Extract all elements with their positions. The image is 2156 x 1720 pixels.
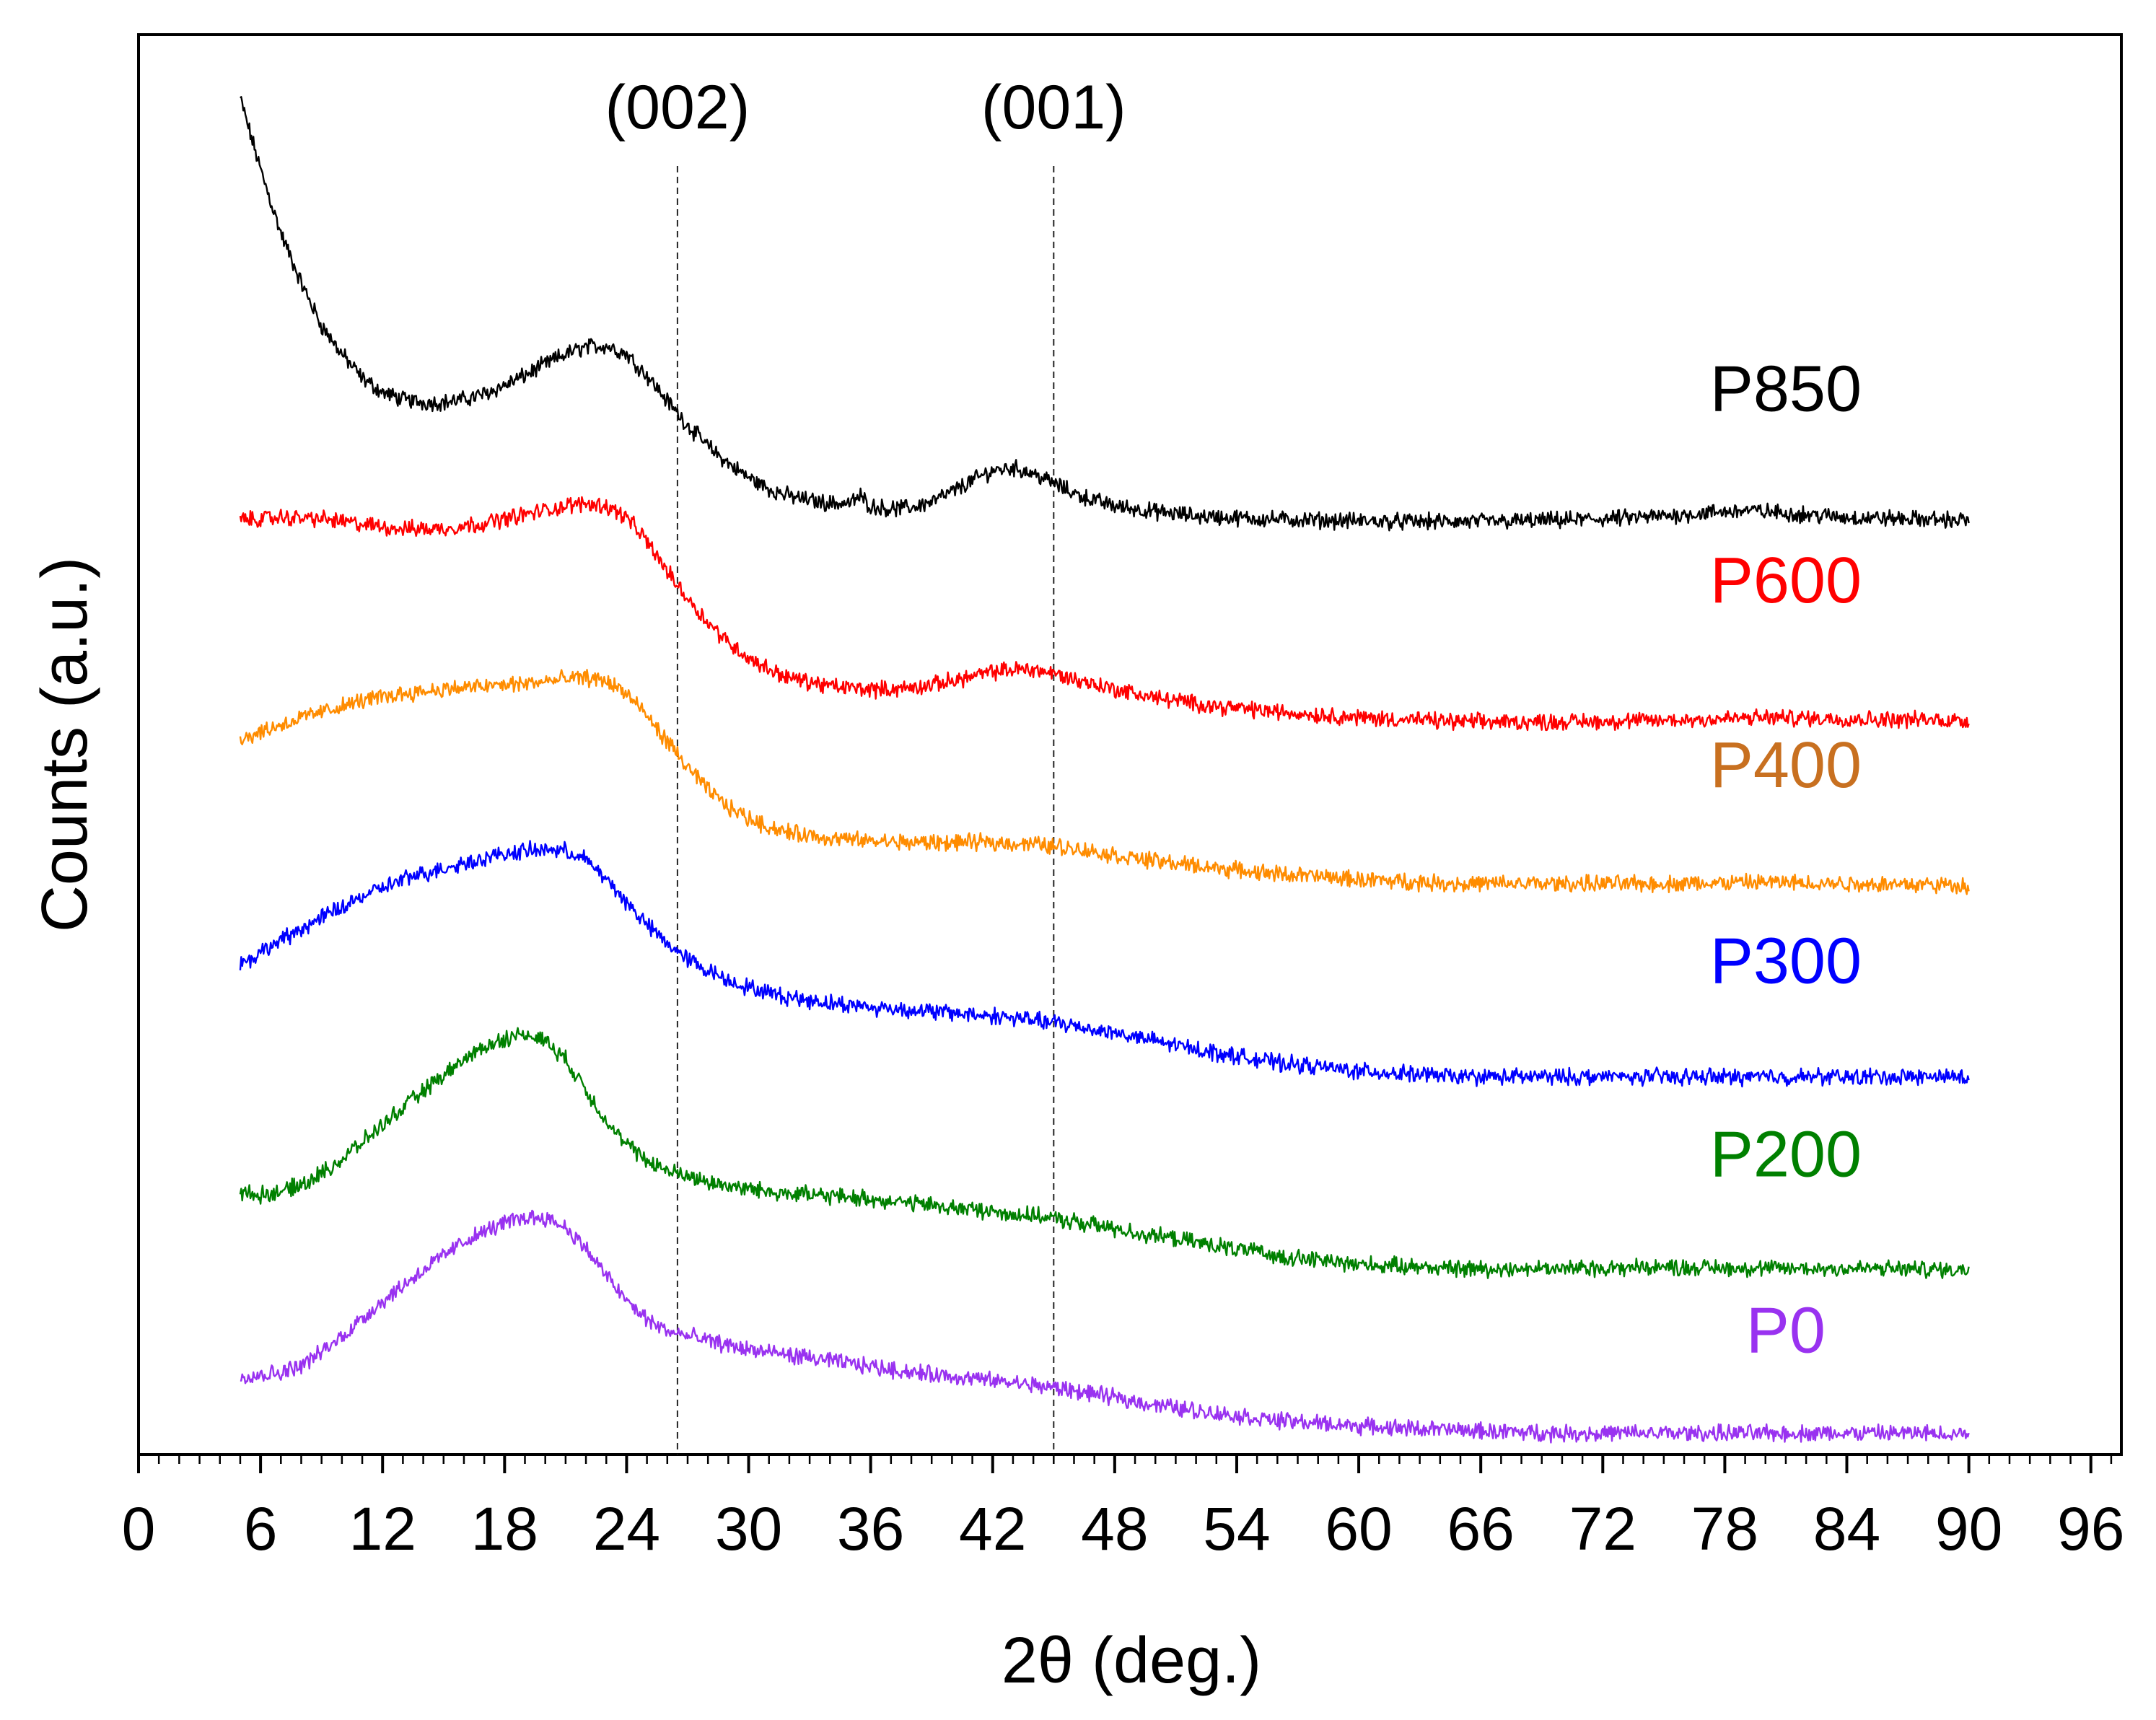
series-line-p200 <box>239 1027 1970 1279</box>
x-tick-label: 90 <box>1935 1495 2002 1563</box>
plot-frame <box>137 33 2123 1456</box>
x-tick-label: 60 <box>1325 1495 1392 1563</box>
y-axis-title: Counts (a.u.) <box>29 557 101 932</box>
x-tick-label: 42 <box>959 1495 1026 1563</box>
x-axis-title: 2θ (deg.) <box>1002 1625 1261 1697</box>
series-layer <box>239 96 1970 1444</box>
reference-lines: (002) (001) <box>605 73 1126 1454</box>
x-tick-label: 6 <box>244 1495 278 1563</box>
x-tick-label: 66 <box>1447 1495 1514 1563</box>
series-labels: P850 P600 P400 P300 P200 P0 <box>1710 354 1862 1367</box>
x-tick-label: 12 <box>349 1495 416 1563</box>
series-line-p400 <box>239 669 1970 895</box>
x-axis-ticks: 0 6 12 18 24 30 36 42 48 54 60 66 72 78 84 90 96 <box>122 1454 2124 1563</box>
x-tick-label: 96 <box>2057 1495 2124 1563</box>
x-tick-label: 24 <box>593 1495 660 1563</box>
series-label-p400: P400 <box>1710 729 1862 802</box>
x-tick-label: 78 <box>1691 1495 1758 1563</box>
series-line-p850 <box>240 96 1970 532</box>
series-line-p0 <box>240 1209 1970 1444</box>
x-tick-label: 36 <box>837 1495 904 1563</box>
series-label-p0: P0 <box>1746 1294 1826 1366</box>
series-label-p300: P300 <box>1710 926 1862 998</box>
x-tick-label: 18 <box>471 1495 538 1563</box>
x-tick-label: 30 <box>715 1495 782 1563</box>
x-tick-label: 0 <box>122 1495 156 1563</box>
series-label-p600: P600 <box>1710 545 1862 617</box>
peak-label-0: (002) <box>605 73 750 142</box>
x-tick-label: 84 <box>1813 1495 1880 1563</box>
x-tick-label: 48 <box>1081 1495 1148 1563</box>
series-label-p850: P850 <box>1710 354 1862 426</box>
series-line-p600 <box>239 496 1970 732</box>
x-tick-label: 54 <box>1203 1495 1270 1563</box>
series-label-p200: P200 <box>1710 1118 1862 1190</box>
peak-label-1: (001) <box>981 73 1126 142</box>
x-tick-label: 72 <box>1569 1495 1636 1563</box>
series-line-p300 <box>239 840 1970 1088</box>
